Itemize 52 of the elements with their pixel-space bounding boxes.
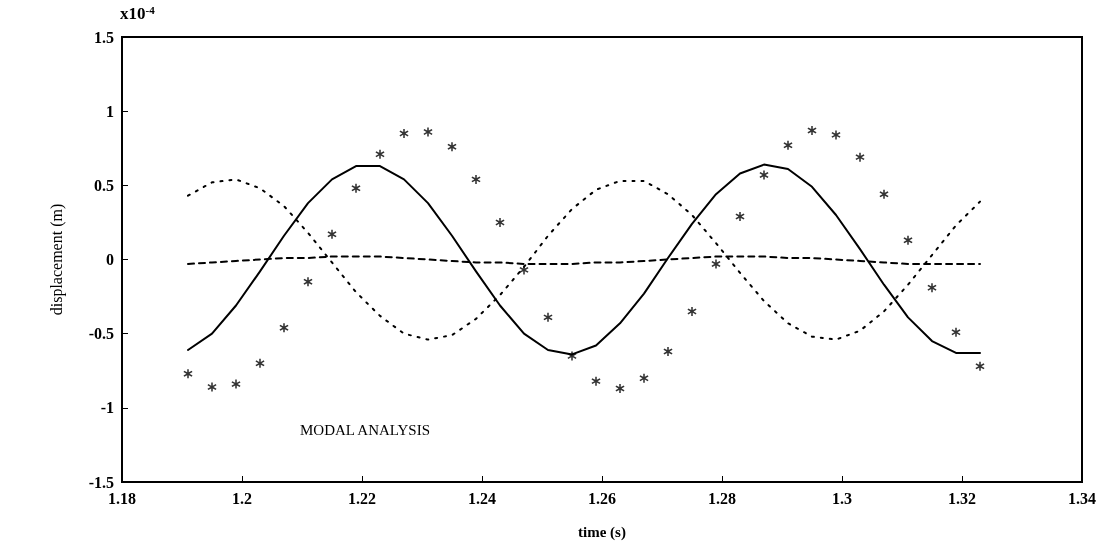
point <box>711 259 721 269</box>
x-tick-label: 1.26 <box>588 489 616 507</box>
point <box>759 170 769 180</box>
point <box>375 149 385 159</box>
point <box>951 327 961 337</box>
point <box>399 128 409 138</box>
point <box>471 174 481 184</box>
y-tick-label: 0 <box>106 251 114 268</box>
y-tick-label: 1 <box>106 102 114 120</box>
point <box>615 384 625 394</box>
point <box>303 277 313 287</box>
point <box>807 125 817 135</box>
x-tick-label: 1.18 <box>108 489 136 507</box>
x-tick-label: 1.24 <box>468 489 496 507</box>
y-axis-title: displacement (m) <box>47 203 66 316</box>
point <box>327 229 337 239</box>
y-tick-label: -1.5 <box>88 473 114 491</box>
x-tick-label: 1.22 <box>348 489 376 507</box>
point <box>639 373 649 383</box>
point <box>495 217 505 227</box>
point <box>687 306 697 316</box>
annotation: MODAL ANALYSIS <box>300 421 431 438</box>
point <box>663 346 673 356</box>
point <box>783 140 793 150</box>
point <box>183 369 193 379</box>
point <box>519 265 529 275</box>
point <box>351 183 361 193</box>
y-tick-label: 1.5 <box>94 28 114 46</box>
point <box>735 211 745 221</box>
y-tick-label: 0.5 <box>94 176 114 194</box>
point <box>975 361 985 371</box>
point <box>447 142 457 152</box>
point <box>855 152 865 162</box>
x-tick-label: 1.32 <box>948 489 976 507</box>
point <box>591 376 601 386</box>
y-tick-label: -1 <box>100 399 114 417</box>
y-tick-label: -0.5 <box>88 325 114 343</box>
point <box>879 189 889 199</box>
point <box>423 127 433 137</box>
point <box>231 379 241 389</box>
x-axis-title: time (s) <box>578 523 626 541</box>
point <box>831 130 841 140</box>
point <box>927 283 937 293</box>
point <box>903 235 913 245</box>
point <box>255 358 265 368</box>
x-tick-label: 1.34 <box>1068 489 1096 507</box>
x-tick-label: 1.28 <box>708 489 736 507</box>
point <box>543 312 553 322</box>
x-tick-label: 1.2 <box>232 489 252 507</box>
point <box>279 323 289 333</box>
x-tick-label: 1.3 <box>832 489 852 507</box>
point <box>207 382 217 392</box>
